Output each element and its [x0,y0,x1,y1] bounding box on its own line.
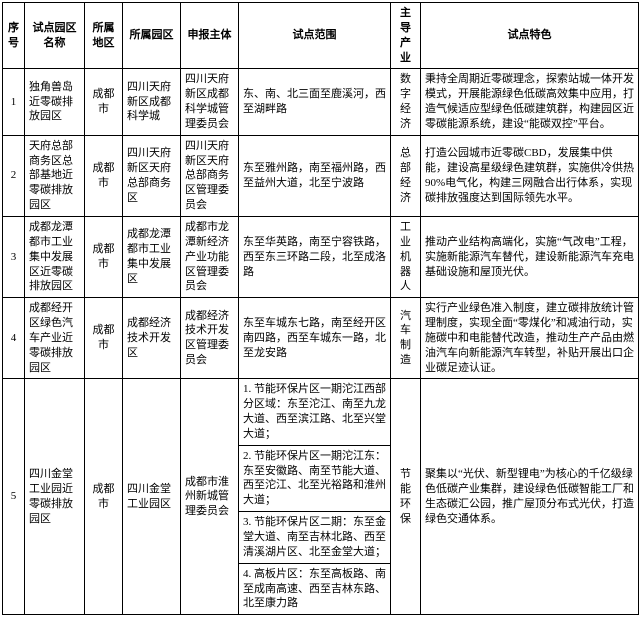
cell-park: 四川金堂工业园区 [123,379,181,615]
table-row: 1 独角兽岛近零碳排放园区 成都市 四川天府新区成都科学城 四川天府新区成都科学… [3,69,639,135]
cell-park: 成都龙潭都市工业集中发展区 [123,216,181,297]
col-applicant: 申报主体 [181,3,239,69]
cell-no: 3 [3,216,25,297]
cell-feature: 实行产业绿色准入制度，建立碳排放统计管理制度，实现全面“零煤化”和减油行动，实施… [421,298,639,379]
cell-feature: 聚集以“光伏、新型锂电”为核心的千亿级绿色低碳产业集群，建设绿色低碳智能工厂和生… [421,379,639,615]
scope-item: 3. 节能环保片区二期：东至金堂大道、南至吉林北路、西至清溪湖片区、北至金堂大道… [239,512,390,564]
col-feature: 试点特色 [421,3,639,69]
cell-feature: 推动产业结构高端化，实施“气改电”工程，实施新能源汽车替代，建设新能源汽车充电基… [421,216,639,297]
cell-region: 成都市 [85,135,123,216]
cell-scope: 东至雅州路，南至福州路，西至益州大道，北至宁波路 [239,135,391,216]
cell-applicant: 成都市龙潭新经济产业功能区管理委员会 [181,216,239,297]
pilot-park-table: 序号 试点园区名称 所属地区 所属园区 申报主体 试点范围 主导产业 试点特色 … [2,2,639,615]
cell-applicant: 四川天府新区天府总部商务区管理委员会 [181,135,239,216]
table-row: 4 成都经开区绿色汽车产业近零碳排放园区 成都市 成都经济技术开发区 成都经济技… [3,298,639,379]
cell-scope: 1. 节能环保片区一期沱江西部分区域：东至沱江、南至九龙大道、西至滨江路、北至兴… [239,379,391,615]
cell-industry: 节能环保 [391,379,421,615]
cell-region: 成都市 [85,379,123,615]
cell-park: 四川天府新区天府总部商务区 [123,135,181,216]
table-row: 2 天府总部商务区总部基地近零碳排放园区 成都市 四川天府新区天府总部商务区 四… [3,135,639,216]
cell-park: 成都经济技术开发区 [123,298,181,379]
cell-applicant: 成都市淮州新城管理委员会 [181,379,239,615]
col-industry: 主导产业 [391,3,421,69]
col-region: 所属地区 [85,3,123,69]
cell-name: 成都经开区绿色汽车产业近零碳排放园区 [25,298,85,379]
cell-scope: 东至华英路，南至宁容铁路，西至东三环路二段，北至成洛路 [239,216,391,297]
cell-no: 4 [3,298,25,379]
col-park: 所属园区 [123,3,181,69]
cell-feature: 打造公园城市近零碳CBD，发展集中供能，建设高星级绿色建筑群，实施供冷供热90%… [421,135,639,216]
cell-region: 成都市 [85,69,123,135]
cell-industry: 数字经济 [391,69,421,135]
scope-item: 2. 节能环保片区一期沱江东：东至安徽路、南至节能大道、西至沱江、北至光裕路和淮… [239,446,390,512]
cell-scope: 东、南、北三面至鹿溪河，西至湖畔路 [239,69,391,135]
cell-industry: 汽车制造 [391,298,421,379]
scope-item: 4. 高板片区：东至高板路、南至成南高速、西至吉林东路、北至康力路 [239,564,390,615]
cell-region: 成都市 [85,216,123,297]
cell-industry: 工业机器人 [391,216,421,297]
cell-name: 天府总部商务区总部基地近零碳排放园区 [25,135,85,216]
table-header-row: 序号 试点园区名称 所属地区 所属园区 申报主体 试点范围 主导产业 试点特色 [3,3,639,69]
cell-region: 成都市 [85,298,123,379]
cell-feature: 秉持全周期近零碳理念，探索站城一体开发模式，开展能源绿色低碳高效集中应用，打造气… [421,69,639,135]
cell-park: 四川天府新区成都科学城 [123,69,181,135]
cell-name: 独角兽岛近零碳排放园区 [25,69,85,135]
col-name: 试点园区名称 [25,3,85,69]
cell-no: 2 [3,135,25,216]
cell-applicant: 四川天府新区成都科学城管理委员会 [181,69,239,135]
col-scope: 试点范围 [239,3,391,69]
table-row: 3 成都龙潭都市工业集中发展区近零碳排放园区 成都市 成都龙潭都市工业集中发展区… [3,216,639,297]
scope-item: 1. 节能环保片区一期沱江西部分区域：东至沱江、南至九龙大道、西至滨江路、北至兴… [239,379,390,445]
cell-applicant: 成都经济技术开发区管理委员会 [181,298,239,379]
col-no: 序号 [3,3,25,69]
cell-scope: 东至车城东七路，南至经开区南四路，西至车城东一路，北至龙安路 [239,298,391,379]
cell-no: 5 [3,379,25,615]
cell-no: 1 [3,69,25,135]
cell-name: 四川金堂工业园近零碳排放园区 [25,379,85,615]
cell-industry: 总部经济 [391,135,421,216]
table-row: 5 四川金堂工业园近零碳排放园区 成都市 四川金堂工业园区 成都市淮州新城管理委… [3,379,639,615]
cell-name: 成都龙潭都市工业集中发展区近零碳排放园区 [25,216,85,297]
